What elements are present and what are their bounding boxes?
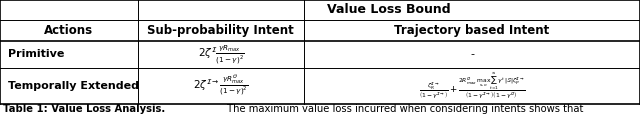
Text: Table 1: Value Loss Analysis.: Table 1: Value Loss Analysis. — [3, 104, 166, 114]
Text: Actions: Actions — [44, 24, 93, 37]
Text: Primitive: Primitive — [8, 49, 64, 60]
Text: $2\zeta^{\mathcal{I}} \frac{\gamma R_{max}}{(1-\gamma)^2}$: $2\zeta^{\mathcal{I}} \frac{\gamma R_{ma… — [198, 43, 244, 66]
Text: -: - — [470, 49, 474, 60]
Text: The maximum value loss incurred when considering intents shows that: The maximum value loss incurred when con… — [224, 104, 584, 114]
Text: $\frac{\zeta_R^{\mathcal{I}\rightarrow}}{\left(1-\gamma^{\mathcal{I}\rightarrow}: $\frac{\zeta_R^{\mathcal{I}\rightarrow}}… — [419, 70, 525, 101]
Text: $2\zeta^{\mathcal{I}\rightarrow} \frac{\gamma R^{\mathcal{O}}_{max}}{(1-\gamma)^: $2\zeta^{\mathcal{I}\rightarrow} \frac{\… — [193, 73, 248, 98]
Text: Temporally Extended: Temporally Extended — [8, 81, 139, 91]
Text: Value Loss Bound: Value Loss Bound — [327, 3, 451, 16]
Text: Trajectory based Intent: Trajectory based Intent — [394, 24, 550, 37]
Text: Sub-probability Intent: Sub-probability Intent — [147, 24, 294, 37]
